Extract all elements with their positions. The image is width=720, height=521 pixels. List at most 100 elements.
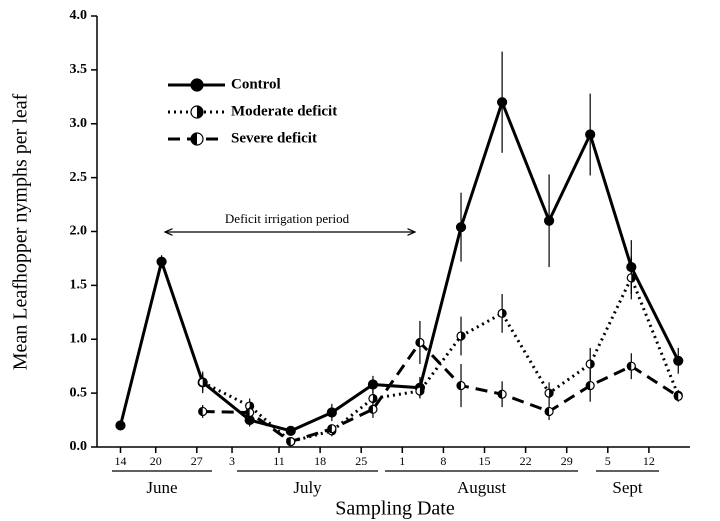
y-tick-label: 2.0 [70, 224, 88, 239]
y-tick-label: 0.0 [70, 439, 88, 454]
month-label: June [146, 478, 177, 497]
marker-half [461, 332, 466, 341]
y-tick-label: 3.0 [70, 116, 88, 131]
marker-half [191, 133, 197, 145]
y-tick-label: 2.5 [70, 170, 88, 185]
data-point [497, 308, 507, 318]
month-label: July [293, 478, 322, 497]
marker-half [419, 386, 424, 395]
x-tick-label: 18 [314, 454, 326, 468]
data-point [626, 361, 636, 371]
marker-half [198, 407, 203, 416]
data-point [327, 424, 337, 434]
marker-half [197, 106, 203, 118]
data-point [198, 406, 208, 417]
x-tick-label: 27 [191, 454, 203, 468]
marker-half [586, 381, 591, 390]
data-point [326, 407, 337, 418]
month-label: Sept [612, 478, 643, 497]
data-point [367, 379, 379, 390]
data-point [368, 404, 378, 414]
data-point [198, 377, 208, 387]
data-point [456, 380, 466, 391]
legend-label: Control [231, 76, 281, 92]
marker-circle [543, 215, 555, 226]
y-tick-label: 0.5 [70, 385, 88, 400]
x-tick-label: 3 [229, 454, 235, 468]
x-tick-label: 1 [399, 454, 405, 468]
marker-half [245, 408, 250, 417]
y-tick-label: 1.5 [70, 278, 88, 293]
marker-circle [285, 425, 296, 436]
legend-label: Severe deficit [231, 130, 317, 146]
marker-half [368, 405, 373, 414]
y-tick-label: 3.5 [70, 62, 88, 77]
legend-marker [190, 105, 204, 119]
marker-circle [156, 256, 167, 267]
data-point [456, 331, 466, 341]
data-point [286, 437, 296, 447]
series-line [119, 100, 680, 433]
data-point [673, 355, 684, 366]
marker-circle [497, 97, 508, 108]
marker-circle [326, 407, 337, 418]
marker-half [372, 394, 377, 403]
data-point [543, 215, 555, 226]
data-point [585, 129, 596, 140]
marker-half [286, 437, 291, 446]
data-point [245, 407, 255, 418]
x-tick-label: 20 [150, 454, 162, 468]
x-tick-label: 12 [643, 454, 655, 468]
annotation: Deficit irrigation period [225, 211, 350, 226]
marker-half [457, 381, 462, 390]
data-point [285, 425, 296, 436]
data-point [415, 337, 425, 348]
marker-half [498, 390, 503, 399]
marker-circle [673, 355, 684, 366]
x-tick-label: 14 [114, 454, 126, 468]
y-tick-label: 4.0 [70, 8, 88, 23]
x-tick-label: 5 [605, 454, 611, 468]
legend-label: Moderate deficit [231, 103, 337, 119]
data-point [455, 222, 467, 233]
y-tick-label: 1.0 [70, 331, 88, 346]
marker-circle [455, 222, 467, 233]
marker-half [631, 273, 636, 282]
data-point [156, 256, 167, 267]
marker-half [545, 407, 550, 416]
marker-half [415, 338, 420, 347]
marker-half [674, 392, 679, 401]
data-point [626, 273, 636, 283]
data-point [544, 406, 554, 417]
x-axis-label: Sampling Date [335, 498, 455, 520]
marker-half [327, 424, 332, 433]
x-tick-label: 25 [355, 454, 367, 468]
x-tick-label: 8 [440, 454, 446, 468]
data-point [415, 386, 425, 396]
marker-circle [367, 379, 379, 390]
x-tick-label: 15 [479, 454, 491, 468]
y-axis-label: Mean Leafhopper nymphs per leaf [10, 93, 32, 370]
data-point [497, 97, 508, 108]
x-tick-label: 29 [561, 454, 573, 468]
data-point [673, 391, 683, 401]
x-tick-label: 22 [520, 454, 532, 468]
marker-circle [115, 420, 126, 431]
data-point [115, 420, 126, 431]
data-point [544, 388, 554, 398]
data-point [585, 359, 595, 369]
legend-marker [190, 78, 204, 92]
data-point [497, 389, 507, 399]
x-tick-label: 11 [273, 454, 285, 468]
marker-circle [585, 129, 596, 140]
legend-marker [190, 132, 204, 146]
series-line [202, 340, 680, 444]
marker-half [627, 362, 632, 371]
month-label: August [457, 478, 506, 497]
marker-circle [190, 78, 204, 92]
marker-half [549, 389, 554, 398]
marker-half [590, 360, 595, 369]
data-point [585, 380, 595, 391]
marker-half [202, 378, 207, 387]
